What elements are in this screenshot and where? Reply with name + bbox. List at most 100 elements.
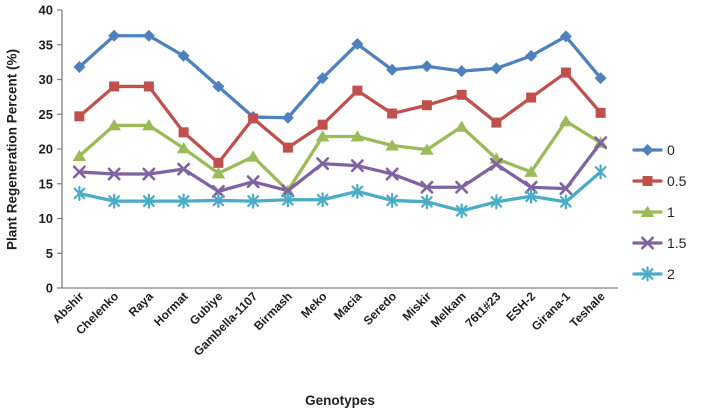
legend-label: 0.5 <box>667 173 687 189</box>
data-point-marker <box>594 136 608 150</box>
x-axis-title: Genotypes <box>305 393 375 408</box>
legend-item-0: 0 <box>632 142 675 158</box>
y-tick-label: 0 <box>46 281 53 296</box>
data-point-marker <box>143 81 154 92</box>
data-point-marker <box>559 30 572 43</box>
x-category-label-group: Meko <box>298 289 330 321</box>
data-point-marker <box>352 85 363 96</box>
data-point-marker <box>108 29 121 42</box>
legend-marker <box>642 176 653 186</box>
x-category-label: 76t1#23 <box>462 289 503 330</box>
legend-marker <box>641 266 654 282</box>
y-tick-label: 30 <box>39 72 53 87</box>
data-point-marker <box>109 81 120 92</box>
y-tick-label: 20 <box>39 142 53 157</box>
data-point-marker <box>176 142 191 154</box>
data-point-marker <box>351 38 364 51</box>
data-point-marker <box>455 180 469 194</box>
x-category-label-group: Birmash <box>251 289 295 333</box>
data-point-marker <box>386 63 399 76</box>
data-point-marker <box>315 130 330 142</box>
legend-item-1.5: 1.5 <box>632 235 687 251</box>
legend-item-2: 2 <box>632 266 675 282</box>
series-line-0.5 <box>77 70 603 165</box>
data-point-marker <box>212 192 225 208</box>
data-point-marker <box>142 167 156 181</box>
x-category-label-group: Seredo <box>361 289 400 328</box>
data-point-marker <box>212 80 225 93</box>
data-point-marker <box>385 139 399 151</box>
x-category-label: Teshale <box>567 289 608 330</box>
y-axis-title: Plant Regeneration Percent (%) <box>4 48 20 250</box>
x-category-label-group: Hormat <box>151 289 191 329</box>
data-point-marker <box>142 29 155 42</box>
data-point-marker <box>316 157 330 171</box>
x-category-label-group: Raya <box>126 289 156 319</box>
legend: 0 0.5 1 1.5 2 <box>632 142 687 282</box>
data-point-marker <box>142 193 155 209</box>
legend-item-0.5: 0.5 <box>632 173 687 189</box>
data-point-marker <box>559 182 573 196</box>
data-point-marker <box>281 192 294 208</box>
data-point-marker <box>595 107 606 118</box>
data-point-marker <box>107 167 121 181</box>
x-category-label: Seredo <box>361 289 400 328</box>
data-point-marker <box>489 157 503 171</box>
series-0.5 <box>74 67 606 168</box>
data-point-marker <box>177 49 190 62</box>
data-point-marker <box>421 100 432 111</box>
data-point-marker <box>73 185 86 201</box>
data-point-marker <box>281 184 295 198</box>
x-category-label-group: Teshale <box>567 289 608 330</box>
data-point-marker <box>525 188 538 204</box>
series-1 <box>72 115 608 196</box>
x-category-label-group: Gambella-1107 <box>191 289 261 359</box>
series-line-0 <box>77 34 603 120</box>
data-point-marker <box>211 167 226 179</box>
data-point-marker <box>177 162 191 176</box>
data-point-marker <box>454 120 469 132</box>
y-tick-label: 5 <box>46 246 53 261</box>
data-point-marker <box>246 150 260 162</box>
y-tick-label: 40 <box>39 3 53 18</box>
data-point-marker <box>386 192 399 208</box>
series-line-1.5 <box>77 141 603 194</box>
y-tick-label: 10 <box>39 211 53 226</box>
x-category-label: Birmash <box>251 289 295 333</box>
data-point-marker <box>559 194 572 210</box>
data-point-marker <box>177 193 190 209</box>
series-1.5 <box>72 136 608 198</box>
x-category-label: Gambella-1107 <box>191 289 261 359</box>
legend-marker <box>640 205 655 217</box>
series-2 <box>73 164 607 219</box>
data-point-marker <box>524 180 538 194</box>
data-point-marker <box>281 111 294 124</box>
data-point-marker <box>316 72 329 85</box>
data-point-marker <box>420 60 433 73</box>
y-tick-label: 25 <box>39 107 53 122</box>
data-point-marker <box>560 67 571 78</box>
data-point-marker <box>490 62 503 75</box>
data-point-marker <box>247 193 260 209</box>
data-point-marker <box>316 192 329 208</box>
data-point-marker <box>559 115 573 127</box>
data-point-marker <box>73 60 86 73</box>
data-point-marker <box>385 167 399 181</box>
legend-label: 1.5 <box>667 235 687 251</box>
data-point-marker <box>351 183 364 199</box>
data-point-marker <box>211 184 225 198</box>
x-category-label-group: Melkam <box>428 289 469 330</box>
data-point-marker <box>455 65 468 78</box>
data-point-marker <box>246 175 260 189</box>
x-category-label: Melkam <box>428 289 469 330</box>
data-point-marker <box>594 72 607 85</box>
data-point-marker <box>525 49 538 62</box>
x-category-label: Raya <box>126 289 156 319</box>
legend-label: 0 <box>667 142 675 158</box>
data-point-marker <box>490 194 503 210</box>
data-point-marker <box>456 89 467 100</box>
series-line-1 <box>77 119 603 193</box>
data-point-marker <box>420 194 433 210</box>
